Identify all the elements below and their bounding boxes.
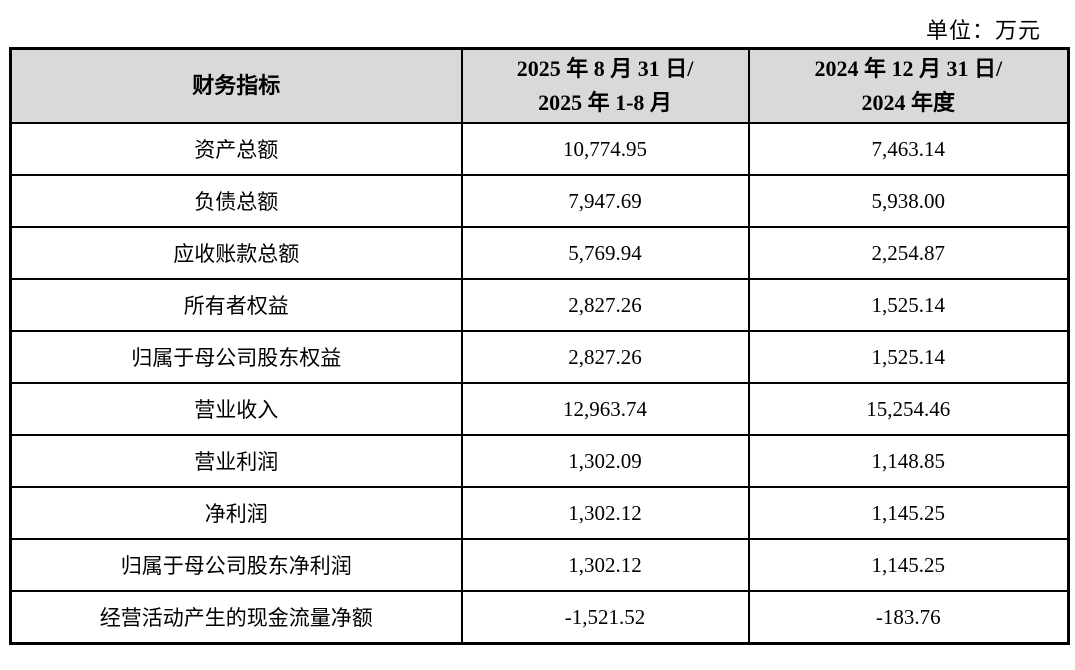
- value-2025-cell: 12,963.74: [460, 382, 750, 436]
- value-2024-cell: 7,463.14: [747, 122, 1070, 176]
- indicator-cell: 营业收入: [9, 382, 463, 436]
- table-row: 营业利润 1,302.09 1,148.85: [9, 434, 1070, 488]
- table-row: 所有者权益 2,827.26 1,525.14: [9, 278, 1070, 332]
- value-2025-cell: 7,947.69: [460, 174, 750, 228]
- value-2025-cell: 5,769.94: [460, 226, 750, 280]
- column-header-period-2025-line1: 2025 年 8 月 31 日/: [516, 56, 694, 81]
- indicator-cell: 负债总额: [9, 174, 463, 228]
- indicator-cell: 所有者权益: [9, 278, 463, 332]
- value-2024-cell: -183.76: [747, 590, 1070, 645]
- indicator-cell: 营业利润: [9, 434, 463, 488]
- financial-indicators-table: 财务指标 2025 年 8 月 31 日/ 2025 年 1-8 月 2024 …: [9, 47, 1070, 645]
- value-2024-cell: 1,525.14: [747, 278, 1070, 332]
- indicator-cell: 应收账款总额: [9, 226, 463, 280]
- indicator-cell: 经营活动产生的现金流量净额: [9, 590, 463, 645]
- value-2024-cell: 1,525.14: [747, 330, 1070, 384]
- column-header-period-2024: 2024 年 12 月 31 日/ 2024 年度: [747, 47, 1070, 124]
- column-header-indicator: 财务指标: [9, 47, 463, 124]
- indicator-cell: 归属于母公司股东权益: [9, 330, 463, 384]
- table-row: 归属于母公司股东净利润 1,302.12 1,145.25: [9, 538, 1070, 592]
- value-2025-cell: 1,302.12: [460, 538, 750, 592]
- value-2024-cell: 15,254.46: [747, 382, 1070, 436]
- table-row: 负债总额 7,947.69 5,938.00: [9, 174, 1070, 228]
- table-row: 净利润 1,302.12 1,145.25: [9, 486, 1070, 540]
- header-row: 财务指标 2025 年 8 月 31 日/ 2025 年 1-8 月 2024 …: [9, 47, 1070, 124]
- value-2025-cell: 10,774.95: [460, 122, 750, 176]
- value-2025-cell: 1,302.12: [460, 486, 750, 540]
- value-2024-cell: 2,254.87: [747, 226, 1070, 280]
- column-header-period-2025: 2025 年 8 月 31 日/ 2025 年 1-8 月: [460, 47, 750, 124]
- value-2024-cell: 1,145.25: [747, 486, 1070, 540]
- column-header-period-2024-line2: 2024 年度: [861, 90, 955, 115]
- indicator-cell: 净利润: [9, 486, 463, 540]
- value-2024-cell: 5,938.00: [747, 174, 1070, 228]
- table-row: 经营活动产生的现金流量净额 -1,521.52 -183.76: [9, 590, 1070, 645]
- indicator-cell: 资产总额: [9, 122, 463, 176]
- value-2025-cell: 1,302.09: [460, 434, 750, 488]
- indicator-cell: 归属于母公司股东净利润: [9, 538, 463, 592]
- value-2024-cell: 1,145.25: [747, 538, 1070, 592]
- column-header-period-2024-line1: 2024 年 12 月 31 日/: [814, 56, 1003, 81]
- value-2025-cell: -1,521.52: [460, 590, 750, 645]
- table-row: 营业收入 12,963.74 15,254.46: [9, 382, 1070, 436]
- value-2024-cell: 1,148.85: [747, 434, 1070, 488]
- unit-label: 单位：万元: [925, 18, 1041, 43]
- value-2025-cell: 2,827.26: [460, 278, 750, 332]
- value-2025-cell: 2,827.26: [460, 330, 750, 384]
- table-row: 资产总额 10,774.95 7,463.14: [9, 122, 1070, 176]
- table-row: 应收账款总额 5,769.94 2,254.87: [9, 226, 1070, 280]
- column-header-period-2025-line2: 2025 年 1-8 月: [538, 90, 672, 115]
- table-row: 归属于母公司股东权益 2,827.26 1,525.14: [9, 330, 1070, 384]
